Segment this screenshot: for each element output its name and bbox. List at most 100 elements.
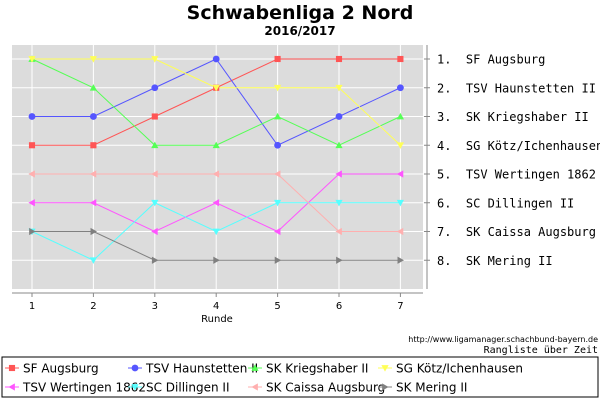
legend-label: TSV Wertingen 1862 bbox=[22, 381, 146, 395]
x-ticks: 1 2 3 4 5 6 7 bbox=[29, 293, 404, 312]
rank-label: 7. SK Caissa Augsburg bbox=[437, 225, 596, 239]
x-axis-label: Runde bbox=[201, 314, 233, 325]
source-url: http://www.ligamanager.schachbund-bayern… bbox=[408, 335, 598, 344]
data-point-4-6 bbox=[396, 170, 404, 178]
legend-swatch-marker bbox=[251, 364, 259, 371]
legend-item: SK Mering II bbox=[378, 381, 467, 395]
data-point-6-5 bbox=[335, 227, 342, 236]
data-point-0-1 bbox=[90, 142, 97, 149]
legend-label: SK Mering II bbox=[396, 381, 467, 395]
data-point-5-1 bbox=[89, 257, 97, 264]
legend-item: SK Caissa Augsburg bbox=[248, 381, 385, 395]
data-point-6-3 bbox=[212, 170, 220, 178]
data-point-7-1 bbox=[90, 227, 97, 236]
data-point-7-5 bbox=[336, 256, 343, 264]
legend-item: SK Kriegshaber II bbox=[248, 362, 368, 376]
data-point-7-3 bbox=[213, 256, 220, 264]
data-point-5-5 bbox=[335, 199, 343, 207]
data-point-7-0 bbox=[29, 227, 36, 236]
chart-title: Schwabenliga 2 Nord bbox=[187, 2, 414, 24]
legend-label: SK Caissa Augsburg bbox=[266, 381, 385, 395]
legend-label: TSV Haunstetten II bbox=[145, 362, 258, 376]
data-point-5-4 bbox=[274, 199, 282, 207]
x-tick-label: 7 bbox=[397, 301, 403, 312]
legend-swatch-marker bbox=[8, 364, 16, 372]
legend-swatch-marker bbox=[131, 384, 139, 391]
data-point-7-4 bbox=[274, 256, 282, 264]
data-point-6-1 bbox=[89, 170, 97, 178]
legend-label: SK Kriegshaber II bbox=[266, 362, 368, 376]
x-tick-label: 4 bbox=[213, 301, 219, 312]
data-point-0-0 bbox=[28, 142, 36, 149]
data-point-4-2 bbox=[151, 227, 158, 236]
x-tick-label: 5 bbox=[274, 301, 280, 312]
legend-item: SG Kötz/Ichenhausen bbox=[378, 362, 523, 376]
legend-swatch-marker bbox=[131, 364, 139, 372]
data-point-5-2 bbox=[151, 199, 159, 207]
legend-label: SF Augsburg bbox=[23, 362, 99, 376]
legend-item: SF Augsburg bbox=[5, 362, 99, 376]
data-point-2-2 bbox=[151, 141, 159, 149]
rank-label: 8. SK Mering II bbox=[437, 254, 553, 268]
data-point-7-6 bbox=[397, 256, 404, 264]
data-point-1-2 bbox=[151, 84, 159, 92]
footer-caption: Rangliste über Zeit bbox=[484, 345, 598, 356]
data-point-2-6 bbox=[396, 112, 404, 120]
legend-item: TSV Haunstetten II bbox=[128, 362, 258, 376]
legend-swatch-marker bbox=[381, 365, 389, 372]
data-point-4-0 bbox=[28, 199, 35, 207]
data-point-2-4 bbox=[274, 112, 282, 120]
data-point-3-4 bbox=[274, 84, 282, 92]
data-point-6-0 bbox=[28, 170, 35, 178]
data-point-1-6 bbox=[396, 84, 404, 92]
data-point-0-5 bbox=[335, 55, 343, 63]
data-point-5-3 bbox=[212, 228, 220, 236]
x-tick-label: 1 bbox=[29, 301, 35, 312]
data-point-0-4 bbox=[274, 55, 281, 63]
data-point-3-0 bbox=[28, 56, 36, 63]
data-point-1-1 bbox=[89, 113, 97, 120]
legend-item: SC Dillingen II bbox=[128, 381, 230, 395]
data-point-1-3 bbox=[212, 55, 220, 63]
data-point-1-5 bbox=[335, 113, 343, 120]
rank-label: 5. TSV Wertingen 1862 bbox=[437, 168, 596, 182]
rank-label: 4. SG Kötz/Ichenhausen bbox=[437, 139, 600, 153]
data-point-1-0 bbox=[28, 113, 36, 120]
data-point-0-2 bbox=[151, 113, 158, 120]
data-point-7-2 bbox=[151, 256, 159, 264]
data-point-3-5 bbox=[335, 84, 343, 92]
legend-swatch-marker bbox=[251, 383, 258, 391]
x-tick-label: 3 bbox=[152, 301, 158, 312]
data-point-6-4 bbox=[274, 170, 281, 178]
rank-label: 6. SC Dillingen II bbox=[437, 196, 574, 210]
x-tick-label: 2 bbox=[90, 301, 96, 312]
data-point-4-5 bbox=[335, 170, 342, 178]
rank-label: 2. TSV Haunstetten II bbox=[437, 81, 596, 95]
data-point-4-3 bbox=[212, 199, 220, 207]
data-point-2-5 bbox=[335, 141, 343, 149]
data-point-4-1 bbox=[89, 199, 97, 207]
right-axis-labels: 1. SF Augsburg 2. TSV Haunstetten II 3. SK… bbox=[424, 53, 600, 268]
data-point-0-6 bbox=[397, 55, 404, 63]
x-tick-label: 6 bbox=[336, 301, 342, 312]
data-point-2-1 bbox=[89, 84, 97, 91]
legend-label: SC Dillingen II bbox=[146, 381, 230, 395]
data-point-5-6 bbox=[396, 199, 404, 207]
legend-swatch-marker bbox=[382, 383, 389, 391]
chart-subtitle: 2016/2017 bbox=[264, 24, 335, 38]
data-point-4-4 bbox=[274, 227, 281, 236]
data-point-2-3 bbox=[212, 141, 220, 149]
legend-label: SG Kötz/Ichenhausen bbox=[396, 362, 523, 376]
data-point-6-2 bbox=[151, 170, 158, 178]
rank-label: 1. SF Augsburg bbox=[437, 53, 545, 67]
series-markers bbox=[28, 55, 404, 264]
legend-item: TSV Wertingen 1862 bbox=[5, 381, 146, 395]
data-point-3-3 bbox=[212, 84, 220, 92]
data-point-3-1 bbox=[89, 56, 97, 63]
legend: SF Augsburg TSV Haunstetten II SK Kriegsha… bbox=[5, 362, 523, 395]
data-point-6-6 bbox=[396, 227, 404, 236]
data-point-3-2 bbox=[151, 56, 159, 63]
legend-swatch-marker bbox=[8, 383, 15, 391]
plot-area bbox=[12, 45, 423, 289]
